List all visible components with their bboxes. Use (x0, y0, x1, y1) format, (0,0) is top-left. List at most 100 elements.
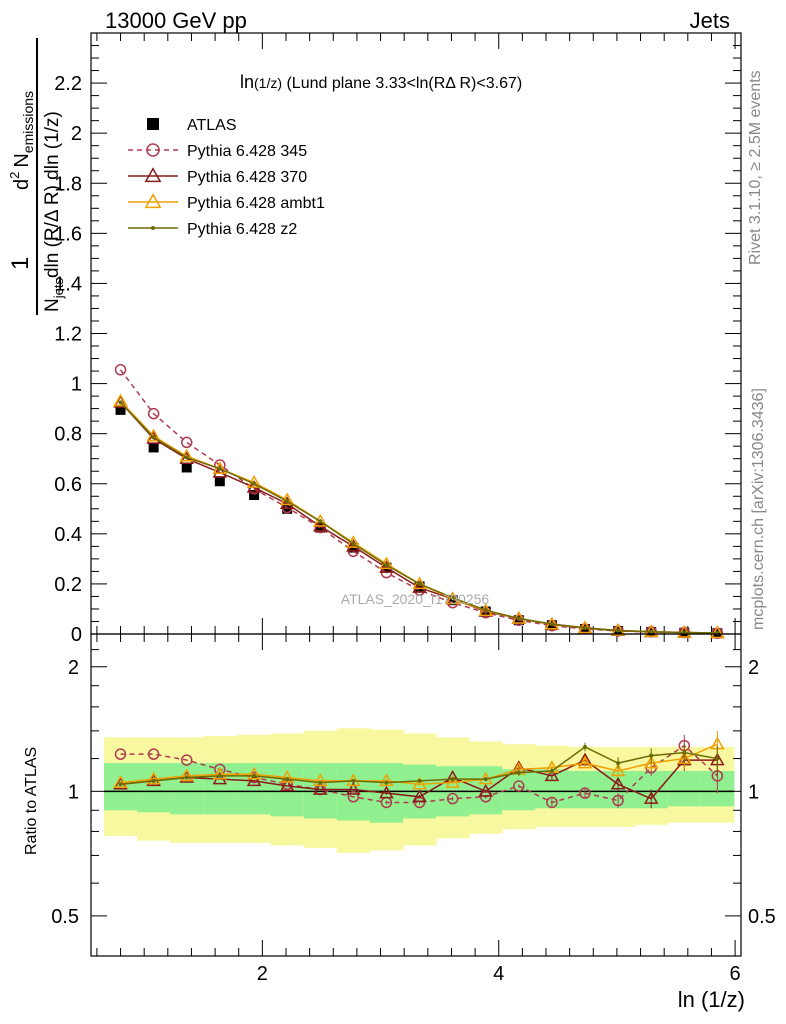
ratio-point (649, 753, 654, 758)
ratio-y-label: Ratio to ATLAS (23, 747, 40, 855)
x-axis-label: ln (1/z) (678, 987, 745, 1012)
data-point (516, 616, 521, 621)
data-point (212, 464, 228, 478)
y-tick-label: 1.6 (54, 223, 82, 245)
y-axis-label: 1 d2Nemissions Njetsdln (R/Δ R) dln (1/z… (7, 38, 66, 315)
ratio-point (180, 754, 193, 766)
ratio-point (379, 785, 394, 799)
analysis-watermark: ATLAS_2020_I1790256 (341, 591, 490, 607)
ratio-y-tick-label: 1 (68, 781, 79, 803)
plot-title-rest: (Lund plane 3.33<ln(RΔ R)<3.67) (282, 75, 522, 92)
data-point (114, 364, 127, 376)
ratio-point (546, 796, 558, 809)
ratio-point (384, 780, 389, 785)
ratio-point (579, 787, 591, 799)
y-tick-label: 1.4 (54, 273, 82, 295)
y-tick-label: 0 (71, 624, 82, 646)
ratio-point (212, 766, 228, 780)
ratio-point (179, 768, 195, 782)
y-tick-label: 2.2 (54, 73, 82, 95)
data-point (113, 393, 128, 407)
ratio-y-tick-label: 2 (68, 657, 79, 679)
ratio-point (412, 776, 427, 790)
legend-marker (144, 193, 162, 209)
data-point (214, 476, 225, 487)
y-tick-label: 1 (71, 374, 82, 396)
legend-marker (146, 143, 160, 157)
data-point (616, 628, 621, 633)
y-tick-label: 1.2 (54, 324, 82, 346)
data-point (146, 428, 161, 442)
uncertainty-band-inner (237, 763, 272, 815)
data-point (583, 625, 587, 630)
data-point (181, 462, 192, 473)
data-point (318, 519, 323, 524)
data-point (450, 595, 455, 600)
ratio-point (412, 789, 427, 803)
data-point (252, 481, 257, 486)
ratio-point (351, 778, 356, 783)
data-point (115, 404, 126, 415)
ylabel-denominator: Njetsdln (R/Δ R) dln (1/z) (42, 111, 66, 312)
data-point (549, 621, 554, 626)
data-point (478, 603, 494, 616)
data-point (315, 522, 326, 533)
data-point (151, 435, 156, 440)
ratio-point (643, 755, 659, 769)
data-point (249, 490, 260, 501)
ratio-panel: 2 4 6 0.5 0.5 1 1 2 2 (51, 633, 776, 985)
plot-title: ln(1/z) (Lund plane 3.33<ln(RΔ R)<3.67) (240, 72, 522, 92)
ratio-point (445, 775, 460, 788)
ratio-point (610, 763, 626, 777)
data-point (184, 455, 189, 460)
data-point (312, 513, 328, 527)
data-point (180, 436, 193, 449)
ratio-point (246, 773, 262, 787)
ratio-point (285, 777, 290, 782)
data-point (414, 581, 425, 592)
ratio-point (682, 750, 687, 755)
ratio-point (583, 744, 587, 749)
y-tick-label: 0.6 (54, 474, 82, 496)
legend-marker (147, 118, 159, 130)
ratio-point (483, 777, 488, 782)
ratio-point (118, 782, 123, 787)
data-point (148, 442, 159, 453)
ratio-point (347, 791, 360, 803)
ratio-point (446, 792, 459, 805)
ratio-point (549, 768, 554, 773)
ratio-point (184, 775, 189, 780)
ratio-point (312, 773, 328, 787)
data-point (412, 576, 427, 590)
y-tick-label: 2 (71, 123, 82, 145)
ratio-point (715, 756, 720, 761)
ratio-point (312, 782, 328, 795)
data-point (118, 400, 123, 405)
ratio-point (252, 773, 257, 778)
y-tick-label: 0.4 (54, 524, 82, 546)
ratio-point (246, 766, 262, 780)
legend-marker (151, 226, 155, 230)
ratio-point (478, 783, 494, 797)
ratio-point (318, 780, 323, 785)
ratio-point (379, 773, 394, 787)
ratio-y-tick-label-right: 2 (748, 657, 759, 679)
x-tick-label: 2 (257, 963, 268, 985)
legend-label: Pythia 6.428 345 (187, 143, 307, 160)
y-tick-label: 1.8 (54, 173, 82, 195)
ylabel-numerator-one: 1 (7, 257, 34, 270)
jets-label: Jets (690, 8, 730, 33)
uncertainty-band-inner (203, 763, 239, 815)
ratio-point (516, 770, 521, 775)
ratio-point (151, 778, 156, 783)
ratio-y-tick-label-right: 1 (748, 781, 759, 803)
data-point (217, 466, 222, 471)
plot-title-sub: (1/z) (254, 75, 282, 91)
data-point (417, 581, 422, 586)
data-point (412, 580, 427, 593)
ratio-y-tick-label-right: 0.5 (748, 906, 776, 928)
ratio-frame (90, 633, 742, 957)
data-point (483, 608, 488, 613)
y-tick-label: 0.8 (54, 424, 82, 446)
